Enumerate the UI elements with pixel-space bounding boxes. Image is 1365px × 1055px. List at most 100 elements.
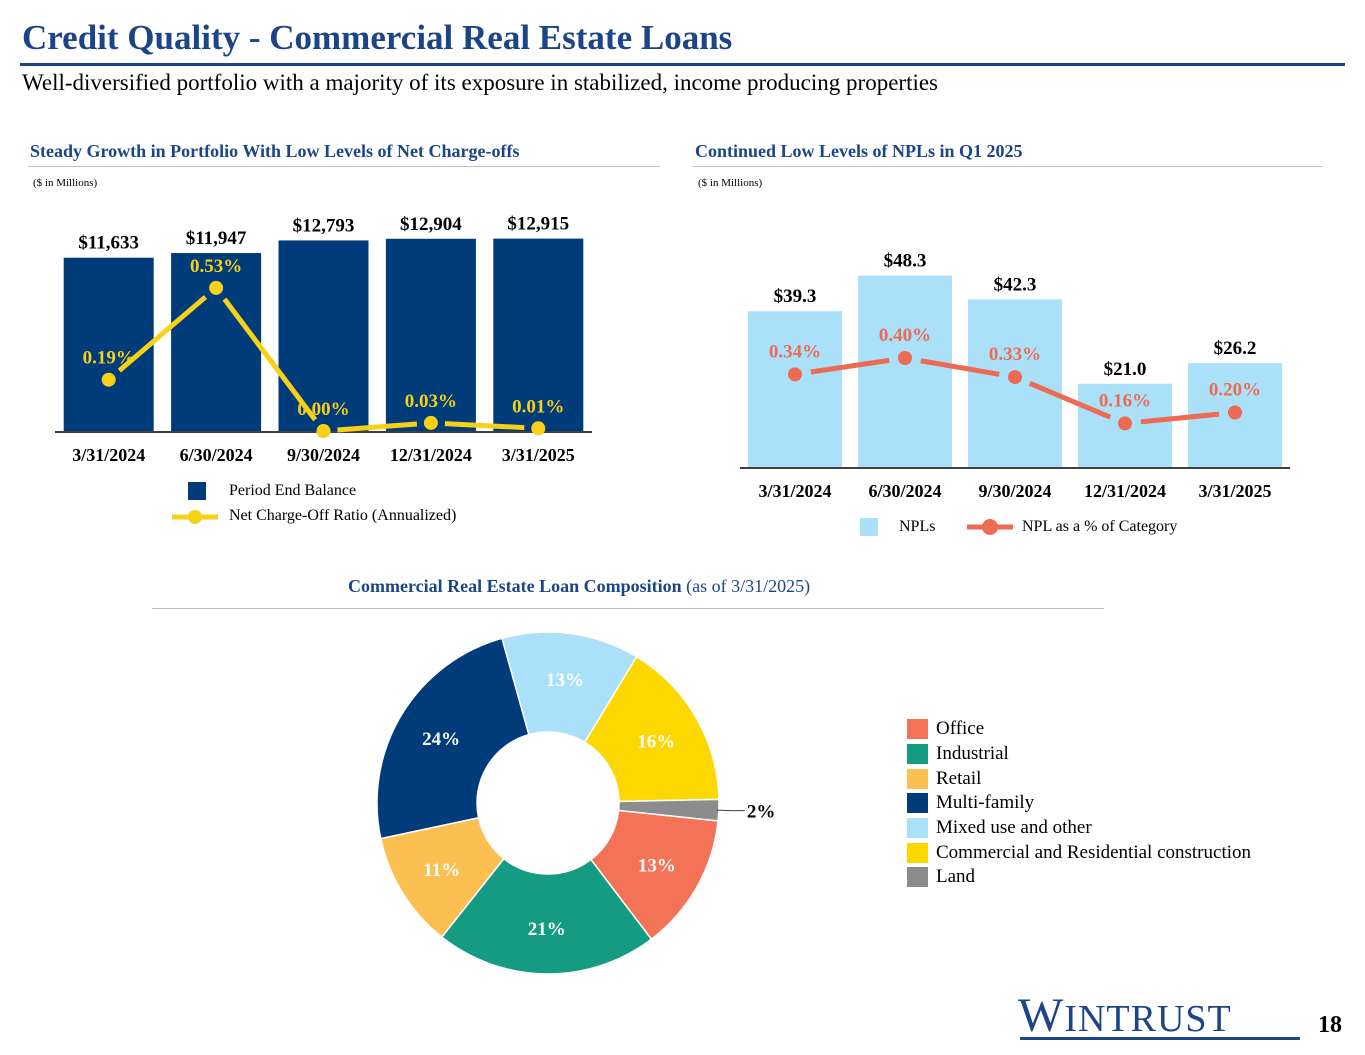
legend-swatch-npl-pct [967,519,1013,535]
legend-label-nco-ratio: Net Charge-Off Ratio (Annualized) [229,507,457,524]
line-value-label: 0.16% [1099,390,1151,411]
legend-label: Land [936,866,976,888]
series-line-segment [1140,411,1220,425]
footer-rule [1020,1037,1300,1040]
bar-value-label: $12,904 [400,214,462,235]
legend-item: Multi-family [907,791,1251,816]
bar-value-label: $26.2 [1214,338,1257,359]
donut-slice-label: 13% [546,670,584,691]
x-tick-label: 12/31/2024 [1084,481,1166,501]
composition-title-suffix: (as of 3/31/2025) [686,576,811,596]
legend-swatch [907,719,928,740]
legend-swatch [907,768,928,789]
series-line-segment [117,295,208,373]
legend-item: Industrial [907,742,1251,767]
x-tick-label: 3/31/2024 [758,481,831,501]
legend-item: Retail [907,766,1251,791]
composition-title-main: Commercial Real Estate Loan Composition [348,576,682,596]
bar-3 [278,240,369,431]
legend-item: Commercial and Residential construction [907,840,1251,865]
line-value-label: 0.00% [297,399,349,420]
page-subtitle: Well-diversified portfolio with a majori… [22,70,939,95]
x-tick-label: 9/30/2024 [978,481,1051,501]
x-tick-label: 3/31/2024 [72,445,145,465]
line-value-label: 0.20% [1209,380,1261,401]
composition-chart-title: Commercial Real Estate Loan Composition … [348,576,810,597]
bar-1 [748,311,842,467]
line-point [788,367,802,382]
bar-5 [493,238,584,431]
composition-donut-chart: 13% 21% 11% 24% 13% 16% 2% [376,631,776,975]
bar-2 [858,275,952,467]
legend-swatch [907,793,928,814]
bar-value-label: $21.0 [1104,359,1147,380]
legend-swatch [907,842,928,863]
series-line-segment [444,421,525,431]
legend-label: Industrial [936,743,1009,765]
bar-value-label: $12,915 [507,214,569,235]
legend-swatch [907,818,928,839]
balance-chart-title: Steady Growth in Portfolio With Low Leve… [30,141,520,161]
legend-item: Mixed use and other [907,816,1251,841]
line-point [1118,416,1132,431]
line-value-label: 0.03% [405,391,457,412]
page-title: Credit Quality - Commercial Real Estate … [22,18,733,57]
series-line-segment [222,297,318,422]
bar-2 [171,253,262,431]
legend-swatch-nco-ratio [172,510,218,524]
donut-slice-label: 11% [423,860,460,881]
bar-1 [63,257,154,431]
line-point [1008,370,1022,385]
line-point [209,280,224,295]
line-point [1228,405,1242,420]
series-line-segment [810,357,890,375]
composition-chart-rule [152,608,1104,609]
title-rule [20,63,1345,66]
donut-slice-label: 13% [638,855,676,876]
wintrust-logo: WINTRUST [1018,989,1232,1042]
donut-slice-commercial-and-residential-construction [583,655,720,803]
npl-chart: $39.3 $48.3 $42.3 $21.0 $26.2 3/31/2024 6/30/2… [740,251,1290,501]
x-tick-label: 6/30/2024 [868,481,941,501]
line-value-label: 0.33% [989,344,1041,365]
donut-slice-multi-family [376,637,530,840]
donut-leader-line [716,809,745,812]
x-tick-label: 3/31/2025 [1198,481,1271,501]
line-point [531,421,546,436]
legend-swatch-npls [860,518,878,536]
line-value-label: 0.34% [769,341,821,362]
bar-value-label: $42.3 [994,274,1037,295]
x-tick-label: 3/31/2025 [502,445,575,465]
page-number: 18 [1318,1012,1342,1038]
npl-chart-title: Continued Low Levels of NPLs in Q1 2025 [695,141,1023,161]
legend-label-npls: NPLs [899,518,936,535]
legend-item: Office [907,717,1251,742]
donut-slice-label: 2% [747,802,776,823]
npl-units-note: ($ in Millions) [698,177,763,189]
legend-label: Mixed use and other [936,817,1092,839]
npl-chart-rule [693,166,1322,167]
composition-legend: Office Industrial Retail Multi-family Mixed … [907,717,1251,890]
bar-value-label: $11,947 [186,228,247,249]
donut-slice-industrial [440,857,653,975]
legend-swatch [907,744,928,765]
line-point [898,351,912,365]
legend-swatch [907,867,928,888]
legend-label-npl-pct: NPL as a % of Category [1022,518,1178,535]
bar-value-label: $48.3 [884,251,927,272]
legend-swatch-period-end-balance [188,482,206,500]
donut-slice-label: 16% [637,732,675,753]
legend-label: Office [936,718,985,740]
series-line-segment [920,358,1000,377]
line-value-label: 0.40% [879,325,931,346]
donut-slice-label: 21% [528,919,566,940]
bar-value-label: $12,793 [293,215,355,236]
balance-chart-rule [28,166,660,167]
bar-value-label: $39.3 [774,286,817,307]
legend-item: Land [907,865,1251,890]
bar-4 [385,238,476,431]
series-line-segment [337,421,418,433]
legend-label-period-end-balance: Period End Balance [229,482,357,499]
line-value-label: 0.19% [83,348,135,369]
line-point [316,424,331,438]
